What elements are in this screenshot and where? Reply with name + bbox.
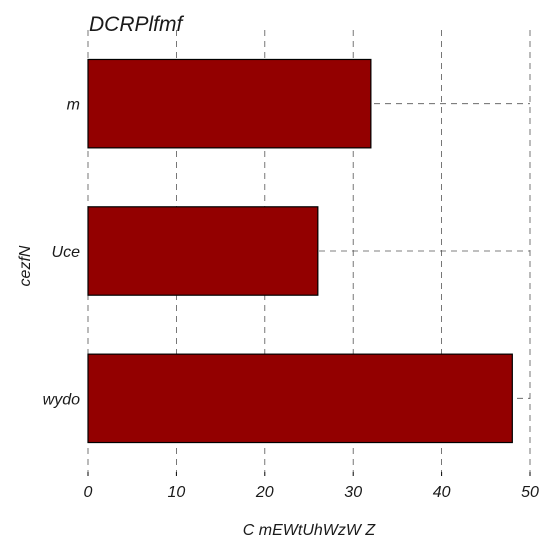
y-tick-label: Uce — [52, 244, 81, 261]
chart-title: DCRPlfmf — [89, 13, 184, 36]
axis-ticks: 0 10 20 30 40 50 m Uce wydo — [43, 97, 539, 501]
x-tick-label: 20 — [255, 484, 274, 501]
y-tick-label: m — [67, 97, 80, 114]
y-axis-label: cezfN — [17, 245, 34, 286]
x-tick-label: 40 — [433, 484, 451, 501]
x-tick-label: 30 — [344, 484, 362, 501]
x-tick-label: 10 — [168, 484, 186, 501]
bar-Uce — [87, 206, 319, 296]
y-tick-label: wydo — [43, 391, 80, 408]
x-tick-label: 0 — [84, 484, 93, 501]
x-tick-label: 50 — [521, 484, 539, 501]
bar-m — [87, 58, 372, 149]
bar-wydo — [87, 353, 513, 444]
x-axis-label: C mEWtUhWzW Z — [243, 522, 377, 539]
bars — [87, 58, 513, 444]
